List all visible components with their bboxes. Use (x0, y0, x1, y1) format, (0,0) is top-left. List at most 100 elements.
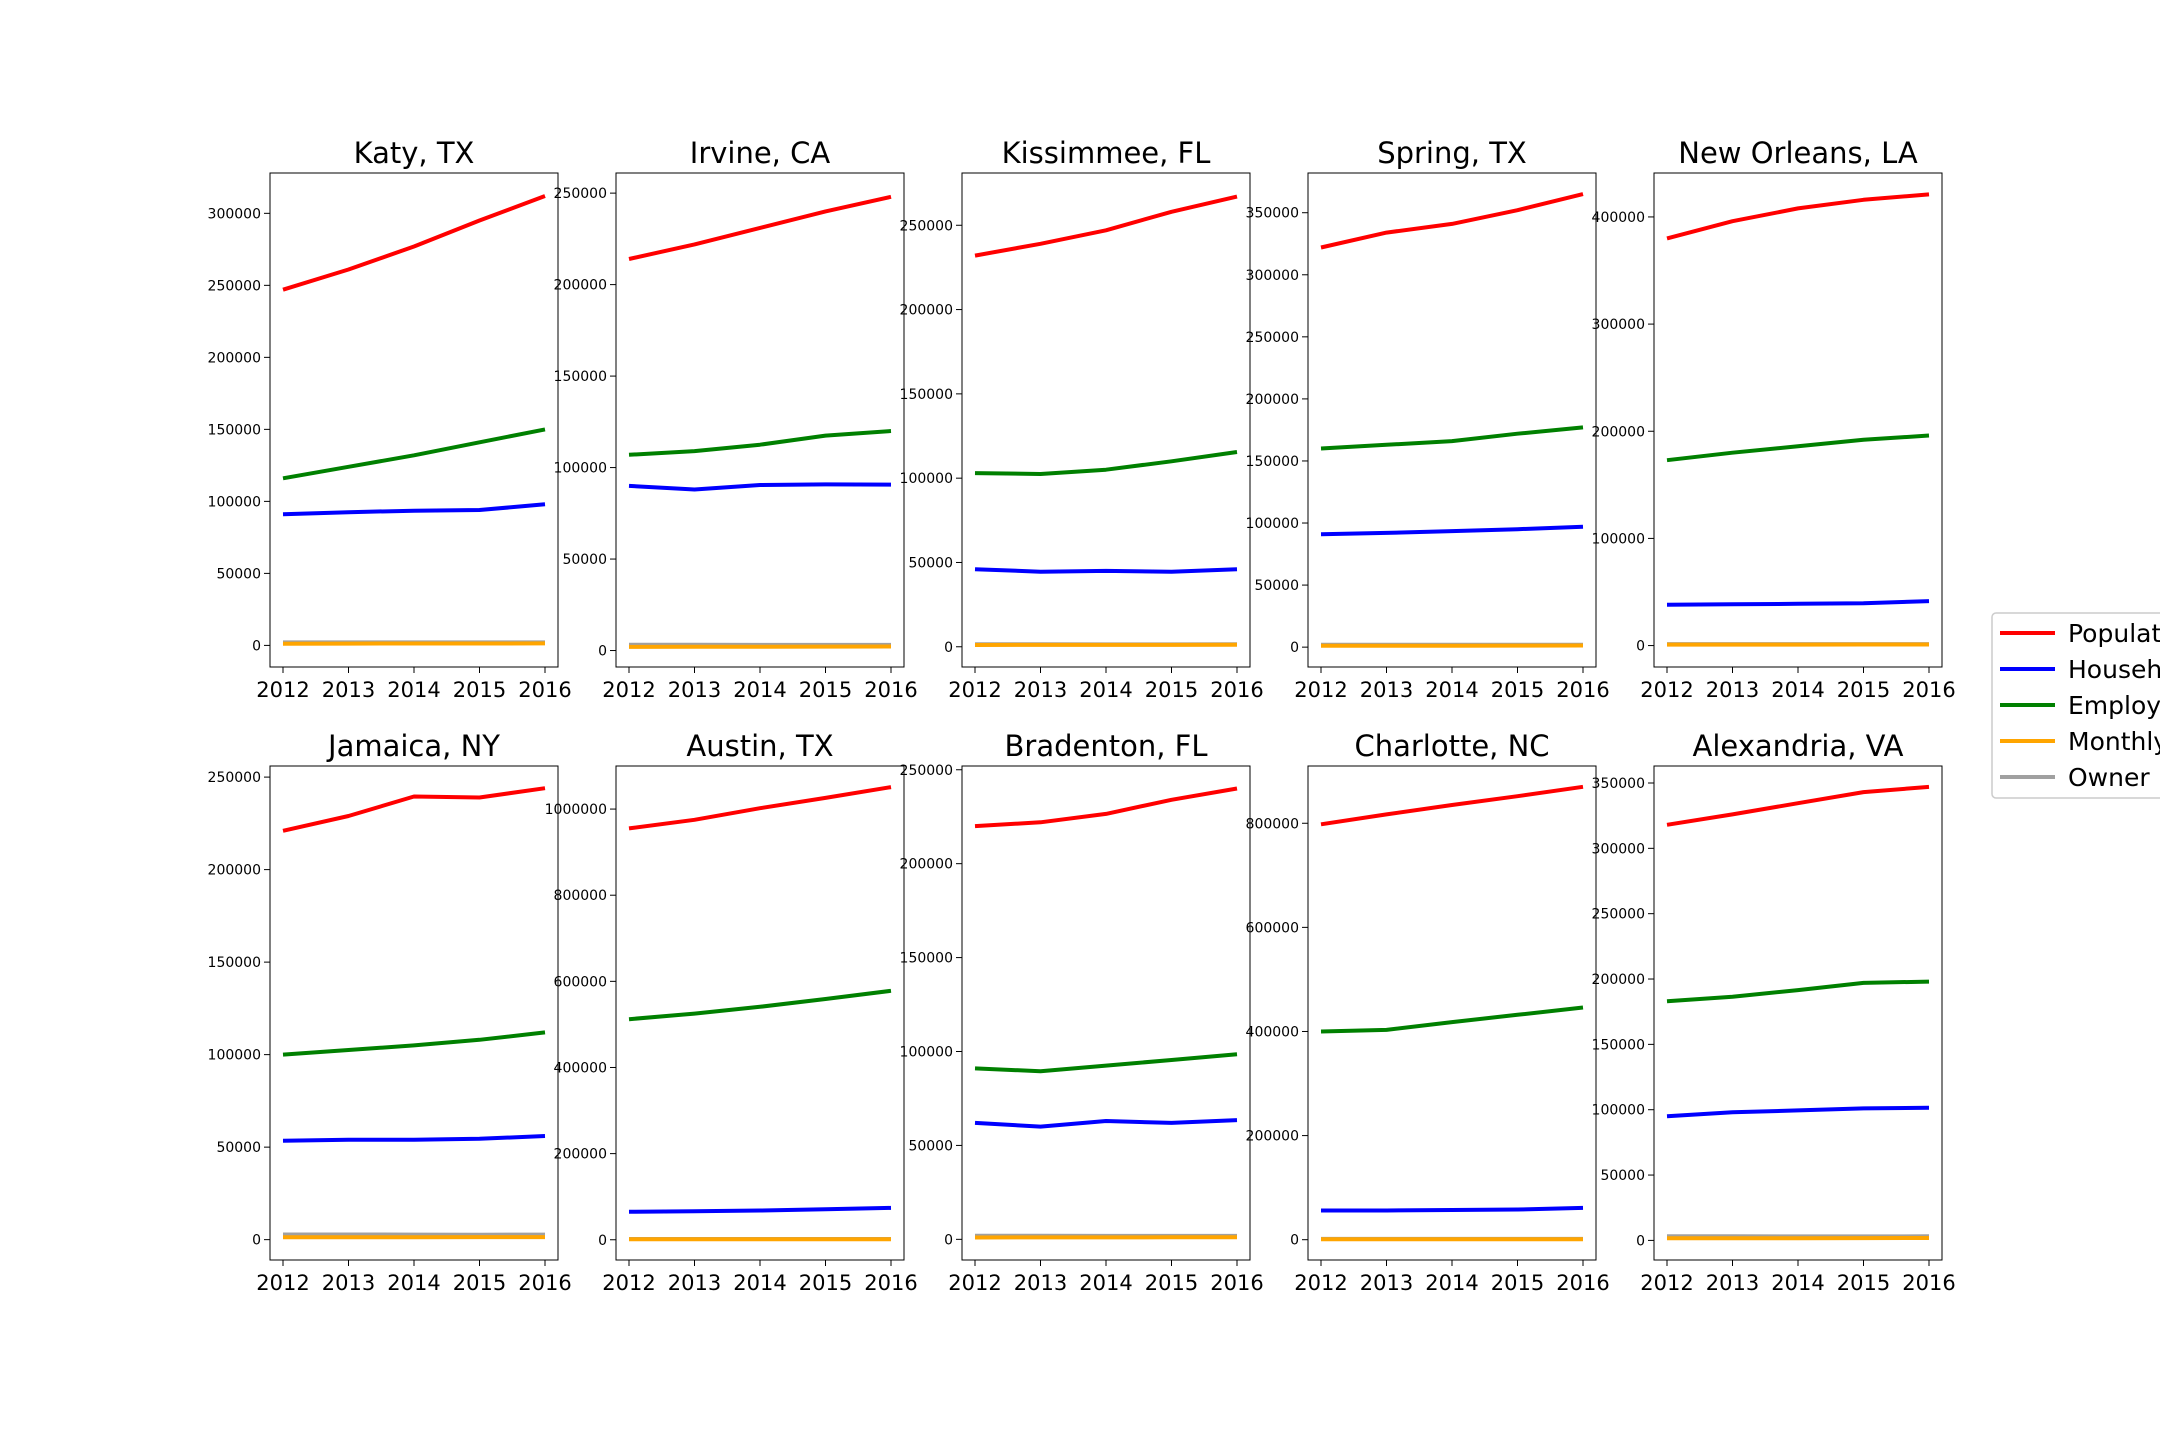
series-line-households (1667, 601, 1929, 605)
y-tick-label: 150000 (900, 387, 953, 403)
panel: Kissimmee, FL050000100000150000200000250… (900, 136, 1264, 702)
x-tick-label: 2012 (1294, 678, 1347, 702)
x-tick-label: 2013 (1360, 1271, 1413, 1295)
series-line-population (629, 787, 891, 828)
y-tick-label: 300000 (1246, 268, 1299, 284)
axes-frame (616, 173, 904, 667)
y-tick-label: 200000 (1592, 972, 1645, 988)
y-tick-label: 200000 (554, 1147, 607, 1163)
y-tick-label: 300000 (1592, 317, 1645, 333)
y-tick-label: 0 (1290, 1233, 1299, 1249)
axes-frame (1654, 173, 1942, 667)
y-tick-label: 50000 (1600, 1168, 1645, 1184)
panel-title: Austin, TX (686, 729, 833, 763)
panel: New Orleans, LA0100000200000300000400000… (1592, 136, 1956, 702)
series-line-employed (283, 1032, 545, 1054)
x-tick-label: 2012 (256, 1271, 309, 1295)
y-tick-label: 0 (598, 644, 607, 660)
y-tick-label: 0 (252, 1233, 261, 1249)
y-tick-label: 150000 (1246, 454, 1299, 470)
y-tick-label: 0 (1290, 640, 1299, 656)
y-tick-label: 100000 (554, 461, 607, 477)
x-tick-label: 2016 (518, 678, 571, 702)
x-tick-label: 2016 (1210, 678, 1263, 702)
y-tick-label: 150000 (208, 422, 261, 438)
series-line-population (1667, 787, 1929, 825)
series-line-households (1667, 1108, 1929, 1117)
panel: Charlotte, NC020000040000060000080000020… (1246, 729, 1610, 1295)
x-tick-label: 2015 (453, 1271, 506, 1295)
y-tick-label: 250000 (208, 770, 261, 786)
x-tick-label: 2015 (453, 678, 506, 702)
y-tick-label: 250000 (1592, 907, 1645, 923)
x-tick-label: 2014 (387, 678, 440, 702)
x-tick-label: 2013 (322, 1271, 375, 1295)
panel: Katy, TX05000010000015000020000025000030… (208, 136, 572, 702)
series-line-households (283, 1136, 545, 1141)
series-line-employed (1321, 1008, 1583, 1032)
panel-title: Katy, TX (354, 136, 475, 170)
legend-label: Populati (2068, 619, 2160, 648)
x-tick-label: 2012 (1294, 1271, 1347, 1295)
series-line-employed (975, 452, 1237, 474)
panel: Spring, TX050000100000150000200000250000… (1246, 136, 1610, 702)
x-tick-label: 2014 (1079, 678, 1132, 702)
y-tick-label: 200000 (900, 857, 953, 873)
axes-frame (962, 766, 1250, 1260)
series-line-employed (283, 429, 545, 478)
axes-frame (1308, 173, 1596, 667)
y-tick-label: 0 (1636, 639, 1645, 655)
y-tick-label: 250000 (208, 278, 261, 294)
legend: PopulatiHousehoEmployeMonthlyOwner M (1992, 613, 2160, 798)
series-line-population (1321, 787, 1583, 825)
y-tick-label: 100000 (208, 494, 261, 510)
x-tick-label: 2013 (1014, 1271, 1067, 1295)
panel-title: Jamaica, NY (326, 729, 500, 763)
x-tick-label: 2014 (733, 1271, 786, 1295)
y-tick-label: 400000 (554, 1060, 607, 1076)
series-line-households (629, 484, 891, 489)
x-tick-label: 2014 (1425, 678, 1478, 702)
x-tick-label: 2013 (1706, 678, 1759, 702)
series-line-households (1321, 527, 1583, 535)
x-tick-label: 2015 (1837, 678, 1890, 702)
y-tick-label: 200000 (208, 863, 261, 879)
series-line-population (975, 197, 1237, 256)
x-tick-label: 2012 (1640, 678, 1693, 702)
y-tick-label: 600000 (1246, 920, 1299, 936)
x-tick-label: 2012 (602, 1271, 655, 1295)
x-tick-label: 2015 (1145, 1271, 1198, 1295)
y-tick-label: 100000 (900, 1045, 953, 1061)
panel-title: Bradenton, FL (1005, 729, 1208, 763)
y-tick-label: 50000 (216, 1140, 261, 1156)
y-tick-label: 200000 (1246, 1129, 1299, 1145)
y-tick-label: 50000 (908, 1138, 953, 1154)
y-tick-label: 200000 (1592, 424, 1645, 440)
panel-title: Spring, TX (1377, 136, 1527, 170)
panel: Irvine, CA050000100000150000200000250000… (554, 136, 918, 702)
x-tick-label: 2014 (1079, 1271, 1132, 1295)
x-tick-label: 2016 (1556, 1271, 1609, 1295)
panel: Jamaica, NY05000010000015000020000025000… (208, 729, 572, 1295)
y-tick-label: 300000 (1592, 841, 1645, 857)
x-tick-label: 2016 (1902, 1271, 1955, 1295)
y-tick-label: 100000 (1246, 516, 1299, 532)
y-tick-label: 250000 (900, 763, 953, 779)
panel-title: Alexandria, VA (1693, 729, 1904, 763)
panel-title: Kissimmee, FL (1002, 136, 1211, 170)
y-tick-label: 50000 (908, 555, 953, 571)
x-tick-label: 2016 (518, 1271, 571, 1295)
axes-frame (270, 766, 558, 1260)
x-tick-label: 2014 (1771, 678, 1824, 702)
x-tick-label: 2012 (948, 1271, 1001, 1295)
series-line-population (283, 788, 545, 831)
panel-title: Charlotte, NC (1354, 729, 1549, 763)
y-tick-label: 200000 (554, 278, 607, 294)
series-line-households (975, 569, 1237, 572)
series-line-households (1321, 1208, 1583, 1211)
panel: Austin, TX020000040000060000080000010000… (545, 729, 918, 1295)
y-tick-label: 400000 (1246, 1024, 1299, 1040)
legend-label: Monthly (2068, 727, 2160, 756)
y-tick-label: 0 (944, 640, 953, 656)
